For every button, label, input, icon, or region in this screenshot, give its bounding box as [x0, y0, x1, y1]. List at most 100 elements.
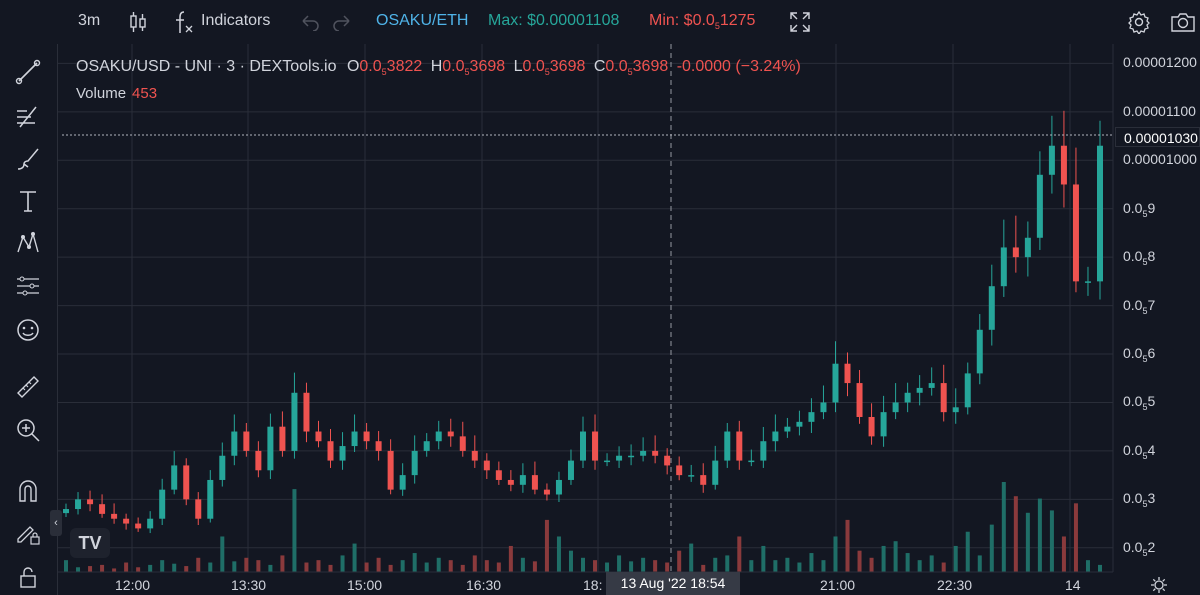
- volume-bar: [941, 562, 946, 572]
- candle-body: [363, 431, 370, 442]
- candle-body: [880, 412, 887, 437]
- candle-body: [628, 455, 635, 458]
- volume-bar: [160, 560, 165, 572]
- volume-bar: [280, 555, 285, 572]
- volume-bar: [773, 560, 778, 572]
- indicators-button[interactable]: Indicators: [201, 12, 271, 29]
- fx-icon[interactable]: [172, 9, 196, 35]
- volume-bar: [64, 560, 68, 572]
- time-tick-label: 13:30: [231, 577, 267, 593]
- fullscreen-icon[interactable]: [789, 11, 811, 33]
- emoji-icon[interactable]: [14, 316, 42, 344]
- candle-body: [652, 450, 659, 456]
- lock-icon[interactable]: [14, 563, 42, 591]
- volume-bar: [496, 562, 501, 572]
- gear-icon[interactable]: [1127, 10, 1151, 34]
- price-tick-label: 0.056: [1123, 345, 1156, 364]
- candle-body: [399, 475, 406, 490]
- volume-bar: [1085, 560, 1090, 572]
- volume-bar: [833, 536, 838, 572]
- candle-body: [447, 431, 454, 437]
- fib-icon[interactable]: [14, 103, 42, 131]
- candle-body: [87, 499, 94, 505]
- volume-bar: [148, 564, 153, 572]
- time-axis-settings-icon[interactable]: [1150, 576, 1168, 594]
- volume-bar: [797, 562, 802, 572]
- volume-bar: [629, 561, 634, 572]
- volume-bar: [208, 562, 213, 572]
- volume-bar: [508, 545, 513, 572]
- legend-change: -0.0000 (−3.24%): [676, 58, 801, 75]
- candle-body: [772, 431, 779, 442]
- candle-body: [808, 412, 815, 422]
- legend-open: O0.053822: [346, 58, 423, 78]
- volume-bar: [412, 553, 417, 572]
- candle-body: [820, 402, 827, 413]
- time-tick-label: 21:00: [820, 577, 856, 593]
- volume-bar: [124, 562, 129, 572]
- candle-body: [75, 499, 82, 510]
- candle-body: [171, 465, 178, 490]
- zoom-icon[interactable]: [14, 416, 42, 444]
- brush-icon[interactable]: [14, 145, 42, 173]
- tradingview-logo: TV: [70, 528, 110, 558]
- volume-bar: [929, 555, 934, 572]
- ruler-icon[interactable]: [14, 373, 42, 401]
- volume-bar: [869, 557, 874, 572]
- time-axis[interactable]: 12:00 13:30 15:00 16:30 18: 21:00 22:30 14: [57, 572, 1113, 595]
- volume-bar: [532, 561, 537, 572]
- candle-body: [856, 383, 863, 417]
- chart-grid: [57, 44, 1113, 572]
- candle-body: [111, 513, 118, 519]
- volume-bar: [713, 557, 718, 572]
- candle-body: [952, 407, 959, 413]
- legend-symbol[interactable]: OSAKU/USD - UNI · 3 · DEXTools.io: [76, 58, 337, 75]
- lock-draw-icon[interactable]: [14, 519, 42, 547]
- volume-bar: [316, 560, 321, 572]
- volume-bar: [1049, 510, 1054, 572]
- volume-bar: [100, 564, 105, 572]
- volume-bar: [917, 560, 922, 572]
- volume-bar: [593, 560, 598, 572]
- candle-body: [375, 441, 382, 451]
- text-icon[interactable]: [14, 187, 42, 215]
- candle-body: [712, 460, 719, 485]
- volume-bar: [220, 536, 225, 572]
- candle-body: [580, 431, 586, 461]
- time-tick-label: 18:: [583, 577, 603, 593]
- candle-body: [664, 455, 671, 466]
- candle-body: [640, 450, 647, 456]
- candle-body: [291, 392, 298, 451]
- crosshair-time-label: 13 Aug '22 18:54: [606, 572, 740, 595]
- volume-bar: [821, 560, 826, 572]
- trendline-icon[interactable]: [14, 58, 42, 86]
- chart-legend: OSAKU/USD - UNI · 3 · DEXTools.io O0.053…: [76, 58, 801, 77]
- volume-bar: [857, 550, 862, 572]
- candle-body: [555, 479, 562, 495]
- volume-bar: [1025, 512, 1030, 572]
- volume-bar: [905, 553, 910, 572]
- candle-body: [387, 450, 394, 490]
- volume-bar: [1098, 564, 1102, 572]
- volume-bar: [544, 519, 549, 572]
- undo-icon[interactable]: [300, 13, 320, 31]
- collapse-toolbar-button[interactable]: ‹: [50, 510, 62, 536]
- price-tick-label: 0.053: [1123, 490, 1156, 510]
- volume-bar: [472, 555, 477, 572]
- price-axis[interactable]: 0.00001200 0.00001100 0.00001000 0.059 0.058…: [1113, 44, 1200, 572]
- volume-label[interactable]: Volume: [76, 85, 127, 102]
- interval-button[interactable]: 3m: [78, 12, 101, 29]
- redo-icon[interactable]: [332, 13, 352, 31]
- volume-bar: [689, 543, 694, 572]
- camera-icon[interactable]: [1170, 11, 1196, 33]
- candle-body: [1024, 237, 1031, 258]
- candle-body: [543, 489, 550, 495]
- candles-icon[interactable]: [128, 11, 148, 33]
- pattern-icon[interactable]: [14, 229, 42, 257]
- magnet-icon[interactable]: [14, 477, 42, 505]
- legend-close: C0.053698: [593, 58, 669, 78]
- candle-body: [760, 441, 767, 461]
- candle-body: [676, 465, 683, 476]
- forecast-icon[interactable]: [14, 272, 42, 300]
